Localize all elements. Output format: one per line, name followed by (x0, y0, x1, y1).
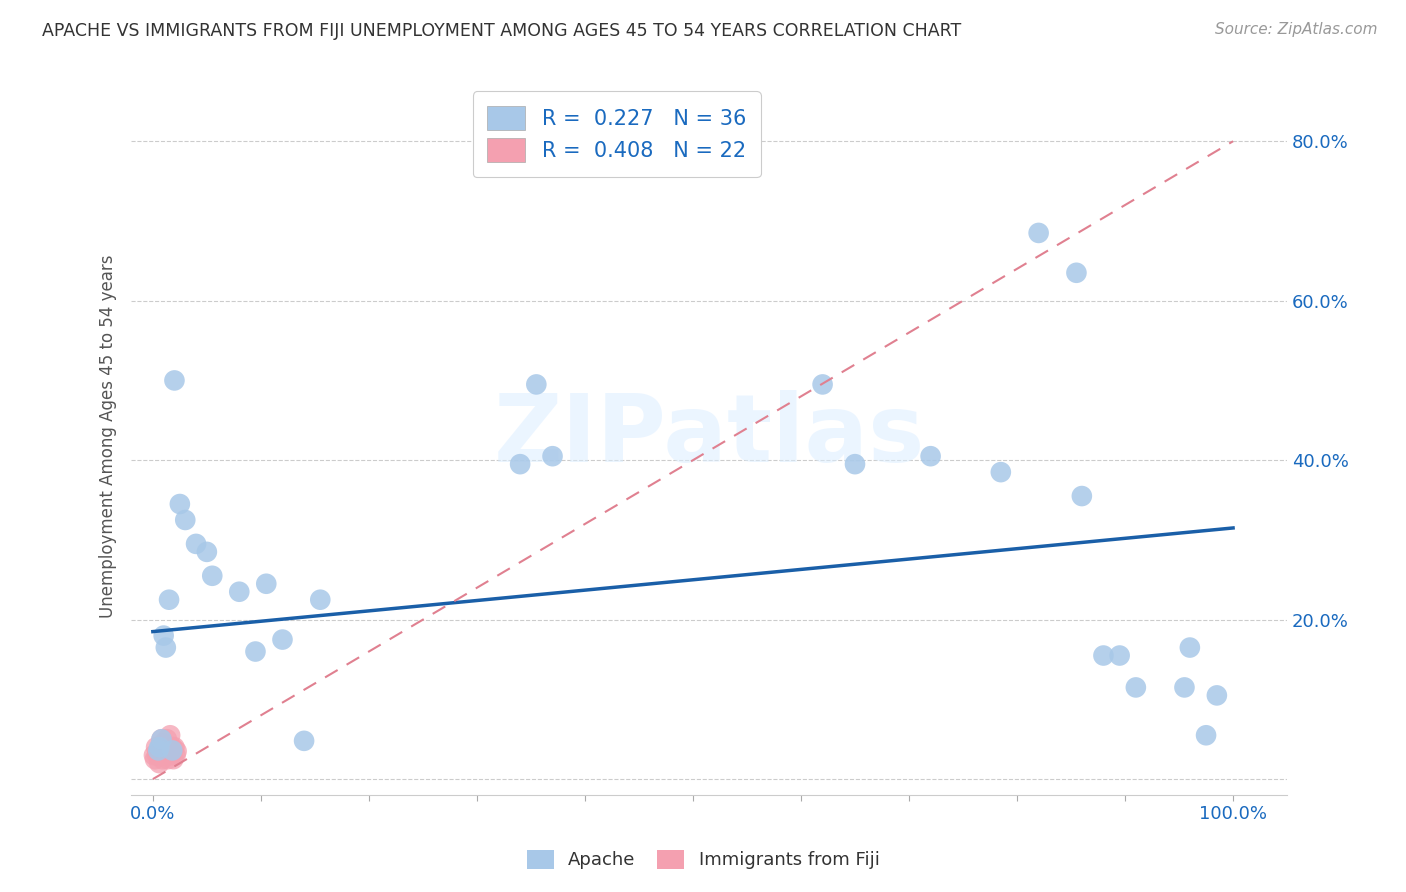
Point (145, 740, 167, 755)
Point (152, 629, 174, 643)
Point (990, 465, 1012, 479)
Point (1173, 681, 1195, 695)
Point (148, 744, 170, 758)
Point (152, 752, 174, 766)
Text: Source: ZipAtlas.com: Source: ZipAtlas.com (1215, 22, 1378, 37)
Point (920, 449, 942, 463)
Point (162, 752, 184, 766)
Point (157, 592, 180, 607)
Point (228, 584, 250, 599)
Point (541, 449, 564, 463)
Point (156, 752, 179, 766)
Point (1195, 728, 1218, 742)
Point (163, 373, 186, 387)
Point (271, 632, 294, 647)
Point (1092, 648, 1115, 663)
Point (292, 734, 315, 748)
Point (146, 748, 169, 763)
Point (157, 740, 180, 755)
Legend: Apache, Immigrants from Fiji: Apache, Immigrants from Fiji (517, 841, 889, 879)
Point (162, 740, 184, 755)
Point (844, 457, 866, 471)
Point (309, 592, 332, 607)
Point (1205, 689, 1227, 703)
Point (163, 740, 186, 755)
Point (245, 644, 267, 658)
Point (148, 740, 170, 755)
Point (159, 728, 181, 742)
Point (142, 748, 165, 763)
Text: ZIPatlas: ZIPatlas (494, 391, 925, 483)
Point (1125, 681, 1147, 695)
Point (254, 576, 277, 591)
Point (165, 748, 187, 763)
Point (174, 513, 197, 527)
Y-axis label: Unemployment Among Ages 45 to 54 years: Unemployment Among Ages 45 to 54 years (100, 254, 117, 618)
Legend: R =  0.227   N = 36, R =  0.408   N = 22: R = 0.227 N = 36, R = 0.408 N = 22 (472, 92, 761, 178)
Point (153, 748, 176, 763)
Point (1070, 489, 1092, 503)
Point (1028, 226, 1050, 240)
Point (152, 736, 174, 750)
Point (184, 537, 207, 551)
Point (155, 640, 177, 655)
Point (155, 740, 177, 755)
Point (148, 756, 170, 771)
Point (156, 732, 179, 747)
Point (148, 743, 170, 757)
Point (509, 457, 531, 471)
Point (169, 497, 191, 511)
Point (1108, 648, 1130, 663)
Point (143, 752, 166, 766)
Point (1178, 640, 1201, 655)
Text: APACHE VS IMMIGRANTS FROM FIJI UNEMPLOYMENT AMONG AGES 45 TO 54 YEARS CORRELATIO: APACHE VS IMMIGRANTS FROM FIJI UNEMPLOYM… (42, 22, 962, 40)
Point (811, 377, 834, 392)
Point (149, 740, 172, 755)
Point (160, 748, 183, 763)
Point (162, 743, 184, 757)
Point (166, 744, 188, 758)
Point (150, 732, 173, 747)
Point (150, 732, 173, 747)
Point (524, 377, 547, 392)
Point (1066, 266, 1088, 280)
Point (201, 569, 224, 583)
Point (195, 545, 218, 559)
